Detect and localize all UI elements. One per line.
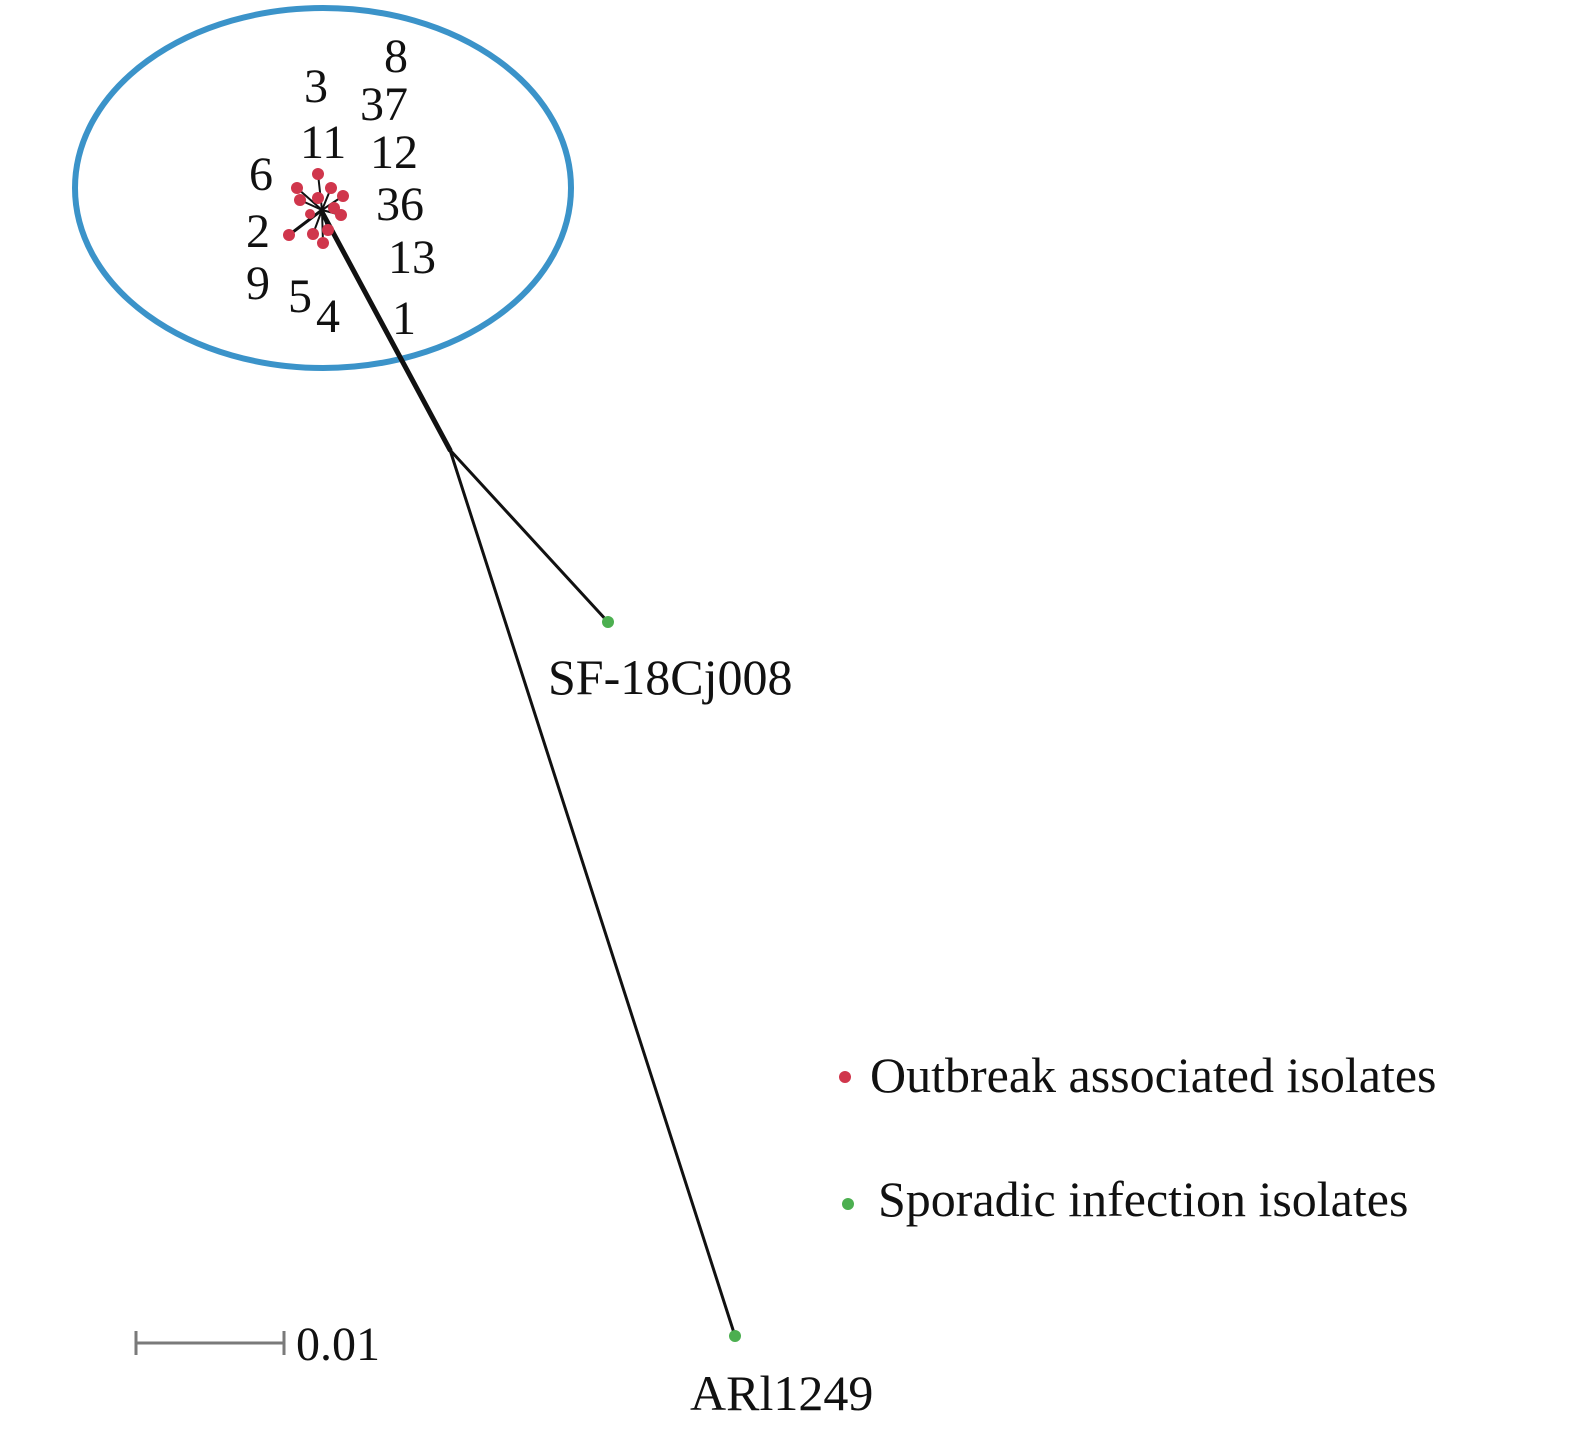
outbreak-cluster-ellipse	[72, 5, 574, 371]
outbreak-node	[283, 229, 295, 241]
tree-branches	[287, 173, 737, 1338]
outbreak-node	[328, 202, 340, 214]
legend-outbreak-marker	[839, 1071, 851, 1083]
isolate-label-2: 2	[246, 205, 270, 258]
sporadic-node-arl1249	[729, 1330, 741, 1342]
legend-sporadic-marker	[842, 1198, 854, 1210]
isolate-label-5: 5	[288, 270, 312, 323]
cluster-branch	[287, 208, 324, 237]
sporadic-node-sf18cj008	[602, 616, 614, 628]
outbreak-node	[337, 190, 349, 202]
outbreak-node	[312, 192, 324, 204]
outbreak-nodes	[283, 168, 349, 249]
outbreak-node	[317, 237, 329, 249]
scale-bar	[134, 1331, 286, 1355]
isolate-label-3: 3	[304, 60, 328, 113]
isolate-label-13: 13	[388, 231, 436, 284]
legend-sporadic-label: Sporadic infection isolates	[878, 1171, 1408, 1227]
isolate-label-11: 11	[300, 116, 346, 169]
outbreak-node	[294, 194, 306, 206]
tip-label-arl1249: ARl1249	[690, 1365, 873, 1421]
isolate-label-6: 6	[249, 148, 273, 201]
scale-bar-label: 0.01	[296, 1318, 380, 1371]
isolate-label-9: 9	[246, 257, 270, 310]
branch-sf18cj008	[448, 448, 610, 624]
outbreak-node	[305, 209, 315, 219]
isolate-label-37: 37	[360, 78, 408, 131]
cluster-branch	[317, 173, 323, 211]
outbreak-node	[322, 224, 334, 236]
outbreak-node	[291, 182, 303, 194]
isolate-label-4: 4	[316, 290, 340, 343]
outbreak-isolate-labels: 8 3 37 11 12 6 36 2 13 9 5 4 1	[246, 30, 436, 345]
trunk-branch	[319, 209, 453, 453]
branch-arl1249	[448, 448, 737, 1338]
outbreak-node	[312, 168, 324, 180]
isolate-label-36: 36	[376, 178, 424, 231]
tip-label-sf18cj008: SF-18Cj008	[548, 649, 793, 705]
outbreak-node	[325, 182, 337, 194]
legend: Outbreak associated isolates Sporadic in…	[839, 1047, 1436, 1227]
isolate-label-1: 1	[392, 292, 416, 345]
legend-outbreak-label: Outbreak associated isolates	[870, 1047, 1436, 1103]
isolate-label-12: 12	[370, 126, 418, 179]
isolate-label-8: 8	[384, 30, 408, 83]
outbreak-node	[307, 228, 319, 240]
